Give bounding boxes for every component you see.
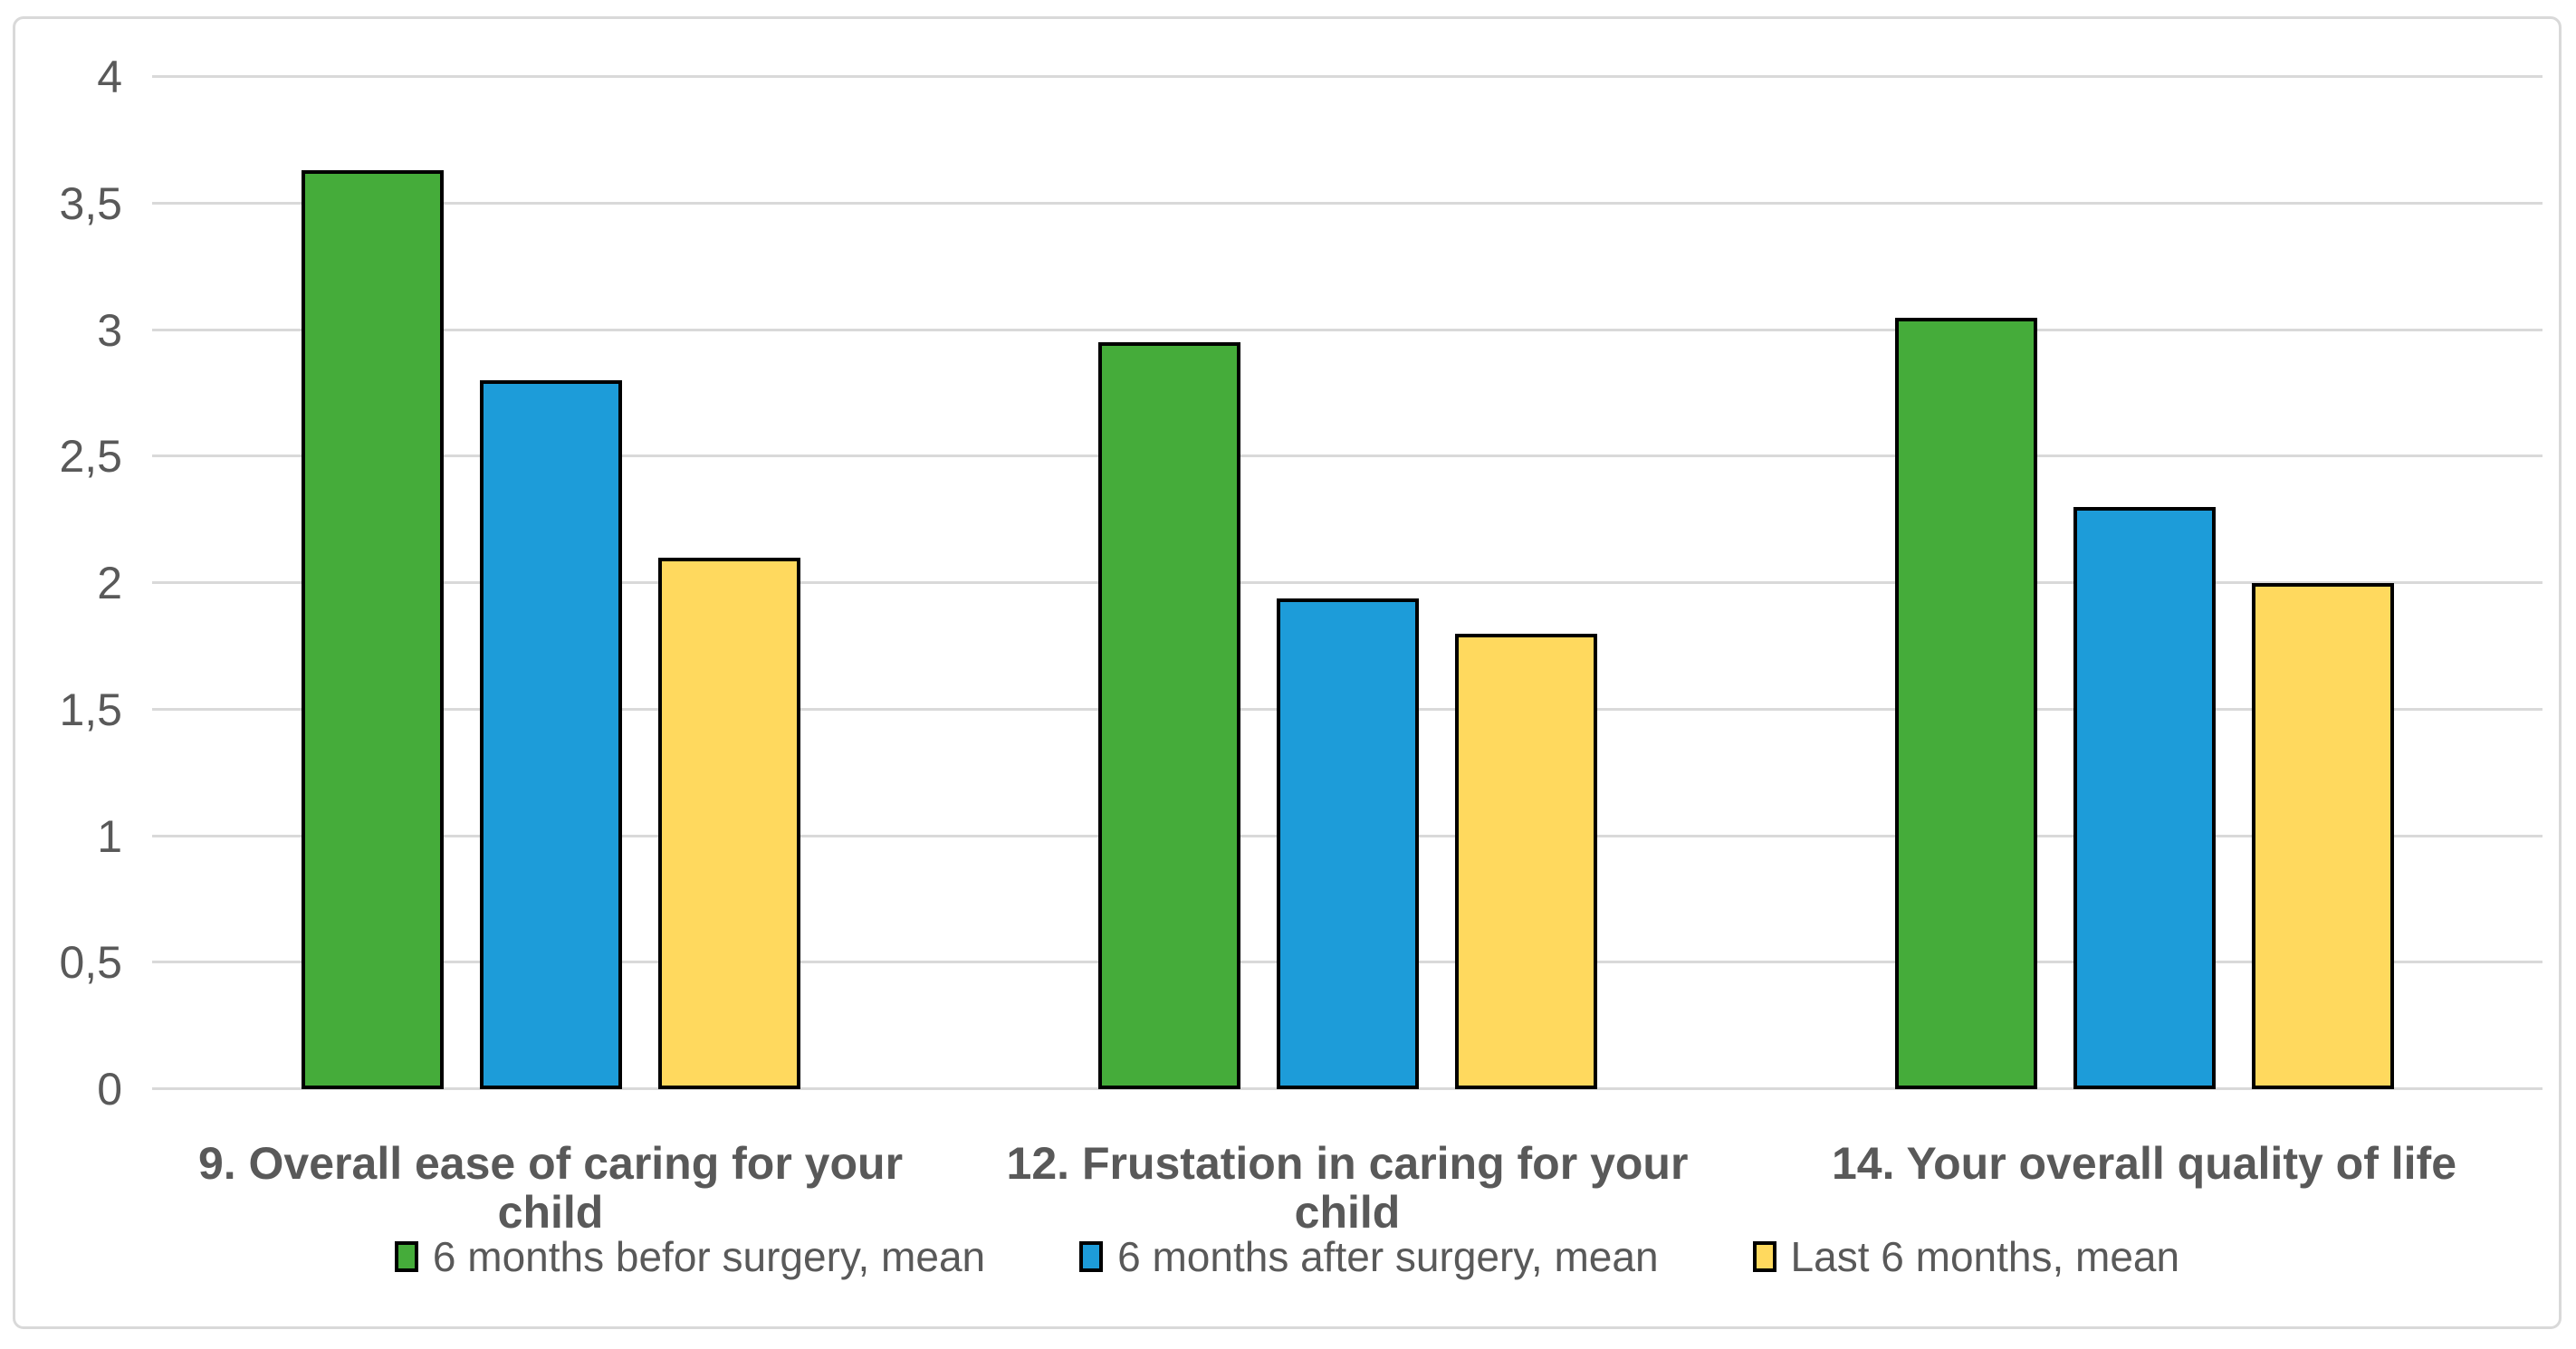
y-axis-tick-label: 3 xyxy=(97,304,122,356)
legend-swatch-icon xyxy=(394,1241,418,1272)
category-axis: 9. Overall ease of caring for your child… xyxy=(152,1139,2542,1237)
category-label: 12. Frustation in caring for your child xyxy=(1006,1138,1689,1238)
bar xyxy=(657,558,800,1089)
legend-item: 6 months befor surgery, mean xyxy=(394,1233,986,1280)
gridline xyxy=(152,454,2542,458)
legend-item: Last 6 months, mean xyxy=(1752,1233,2180,1280)
gridline xyxy=(152,328,2542,331)
category-label: 9. Overall ease of caring for your child xyxy=(197,1138,904,1238)
bar xyxy=(2251,583,2394,1089)
legend-label: 6 months befor surgery, mean xyxy=(432,1233,986,1280)
bar xyxy=(1097,342,1240,1089)
bar xyxy=(1454,633,1597,1089)
bar xyxy=(1894,317,2037,1089)
legend-item: 6 months after surgery, mean xyxy=(1079,1233,1659,1280)
bar xyxy=(301,170,444,1089)
chart-frame: 0 0,5 1 1,5 2 2,5 3 3,5 4 9. Overall ease of car… xyxy=(13,16,2562,1329)
y-axis-tick-label: 2,5 xyxy=(59,431,122,483)
bar-group xyxy=(152,77,949,1089)
bar xyxy=(1276,598,1419,1089)
legend-label: 6 months after surgery, mean xyxy=(1117,1233,1659,1280)
legend-swatch-icon xyxy=(1752,1241,1776,1272)
y-axis-tick-label: 1 xyxy=(97,810,122,862)
legend-swatch-icon xyxy=(1079,1241,1104,1272)
y-axis-tick-label: 0,5 xyxy=(59,937,122,989)
y-axis-tick-label: 4 xyxy=(97,52,122,102)
bar-group xyxy=(949,77,1746,1089)
y-axis-tick-label: 3,5 xyxy=(59,177,122,229)
plot-area: 0 0,5 1 1,5 2 2,5 3 3,5 4 xyxy=(59,53,2542,1113)
legend: 6 months befor surgery, mean 6 months aft… xyxy=(15,1229,2559,1284)
legend-label: Last 6 months, mean xyxy=(1790,1233,2180,1280)
category-label: 14. Your overall quality of life xyxy=(1831,1138,2456,1189)
gridline xyxy=(152,75,2542,78)
y-axis-tick-label: 2 xyxy=(97,558,122,608)
gridline xyxy=(152,581,2542,584)
bar-group xyxy=(1746,77,2542,1089)
gridline xyxy=(152,201,2542,205)
bar-layer xyxy=(152,77,2542,1089)
bar xyxy=(479,380,622,1089)
y-axis-tick-label: 0 xyxy=(97,1064,122,1115)
y-axis-tick-label: 1,5 xyxy=(59,684,122,735)
bar xyxy=(2073,507,2216,1089)
